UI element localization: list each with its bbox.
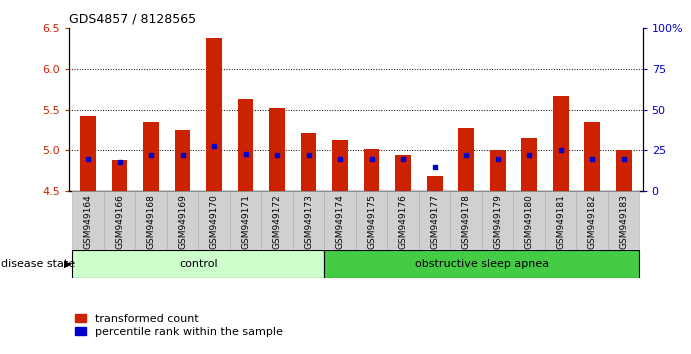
Text: GSM949181: GSM949181	[556, 194, 565, 249]
Bar	[198, 191, 230, 250]
Text: GSM949183: GSM949183	[619, 194, 628, 249]
Bar	[419, 191, 451, 250]
Bar	[482, 191, 513, 250]
Text: GSM949166: GSM949166	[115, 194, 124, 249]
Text: GSM949180: GSM949180	[524, 194, 533, 249]
Bar	[238, 99, 254, 191]
Text: control: control	[179, 259, 218, 269]
Text: GSM949179: GSM949179	[493, 194, 502, 249]
Bar	[395, 155, 411, 191]
Bar	[332, 140, 348, 191]
Bar	[73, 191, 104, 250]
Text: GSM949172: GSM949172	[272, 194, 282, 249]
Bar	[545, 191, 576, 250]
Bar	[301, 132, 316, 191]
Bar	[451, 191, 482, 250]
Bar	[521, 138, 537, 191]
Bar	[356, 191, 388, 250]
Bar	[80, 116, 96, 191]
Text: GDS4857 / 8128565: GDS4857 / 8128565	[69, 13, 196, 26]
Text: GSM949178: GSM949178	[462, 194, 471, 249]
Bar	[112, 160, 127, 191]
Bar	[324, 191, 356, 250]
Text: GSM949182: GSM949182	[588, 194, 597, 249]
Bar	[269, 108, 285, 191]
Bar	[585, 122, 600, 191]
Text: GSM949168: GSM949168	[146, 194, 155, 249]
Bar	[388, 191, 419, 250]
Bar	[576, 191, 608, 250]
Text: GSM949164: GSM949164	[84, 194, 93, 249]
Bar	[427, 176, 442, 191]
Text: ▶: ▶	[64, 259, 71, 269]
Bar	[135, 191, 167, 250]
Bar	[490, 150, 506, 191]
Bar	[175, 130, 191, 191]
Bar	[553, 96, 569, 191]
Bar	[230, 191, 261, 250]
Bar	[167, 191, 198, 250]
Bar	[363, 149, 379, 191]
Text: GSM949174: GSM949174	[336, 194, 345, 249]
Bar	[616, 150, 632, 191]
Text: disease state: disease state	[1, 259, 75, 269]
Text: obstructive sleep apnea: obstructive sleep apnea	[415, 259, 549, 269]
Bar	[458, 129, 474, 191]
Text: GSM949176: GSM949176	[399, 194, 408, 249]
Legend: transformed count, percentile rank within the sample: transformed count, percentile rank withi…	[75, 314, 283, 337]
Bar	[608, 191, 639, 250]
Bar	[293, 191, 324, 250]
Bar	[513, 191, 545, 250]
Text: GSM949170: GSM949170	[209, 194, 218, 249]
Bar	[73, 250, 324, 278]
Text: GSM949175: GSM949175	[367, 194, 376, 249]
Bar	[324, 250, 639, 278]
Bar	[104, 191, 135, 250]
Text: GSM949171: GSM949171	[241, 194, 250, 249]
Bar	[206, 38, 222, 191]
Bar	[261, 191, 293, 250]
Text: GSM949169: GSM949169	[178, 194, 187, 249]
Text: GSM949173: GSM949173	[304, 194, 313, 249]
Bar	[143, 122, 159, 191]
Text: GSM949177: GSM949177	[430, 194, 439, 249]
